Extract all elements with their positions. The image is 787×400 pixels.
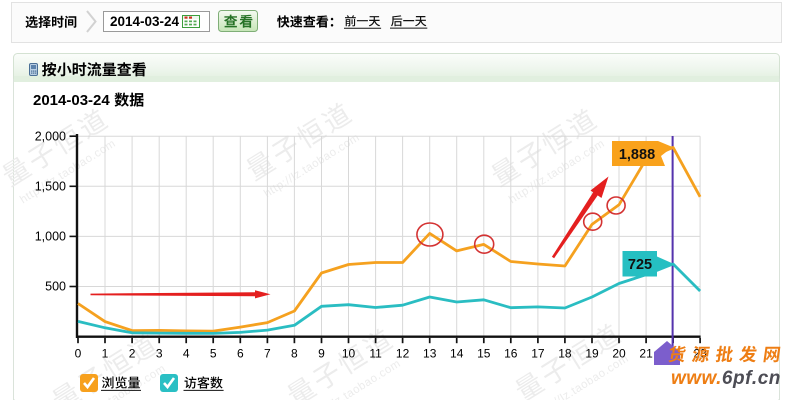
svg-text:1: 1	[102, 347, 109, 361]
svg-text:15: 15	[477, 347, 491, 361]
svg-text:1,000: 1,000	[35, 230, 66, 244]
svg-text:6: 6	[237, 347, 244, 361]
svg-text:7: 7	[264, 347, 271, 361]
svg-text:12: 12	[396, 347, 410, 361]
svg-text:4: 4	[183, 347, 190, 361]
svg-text:500: 500	[45, 280, 66, 294]
svg-text:1,888: 1,888	[619, 147, 655, 163]
svg-text:3: 3	[156, 347, 163, 361]
svg-text:16: 16	[504, 347, 518, 361]
svg-text:13: 13	[423, 347, 437, 361]
svg-text:2014-03-24: 2014-03-24	[33, 92, 110, 109]
svg-text:19: 19	[585, 347, 599, 361]
svg-text:2: 2	[129, 347, 136, 361]
svg-text:1,500: 1,500	[35, 180, 66, 194]
svg-text:8: 8	[291, 347, 298, 361]
svg-text:10: 10	[342, 347, 356, 361]
svg-text:20: 20	[612, 347, 626, 361]
svg-text:14: 14	[450, 347, 464, 361]
svg-text:18: 18	[558, 347, 572, 361]
svg-text:21: 21	[639, 347, 653, 361]
svg-text:0: 0	[75, 347, 82, 361]
svg-text:www.6pf.cn: www.6pf.cn	[671, 368, 781, 389]
svg-text:2014-03-24: 2014-03-24	[110, 14, 180, 29]
svg-text:17: 17	[531, 347, 545, 361]
svg-text:9: 9	[318, 347, 325, 361]
svg-text:2,000: 2,000	[35, 129, 66, 143]
svg-text:725: 725	[628, 257, 652, 273]
svg-text:5: 5	[210, 347, 217, 361]
svg-text:11: 11	[369, 347, 382, 361]
